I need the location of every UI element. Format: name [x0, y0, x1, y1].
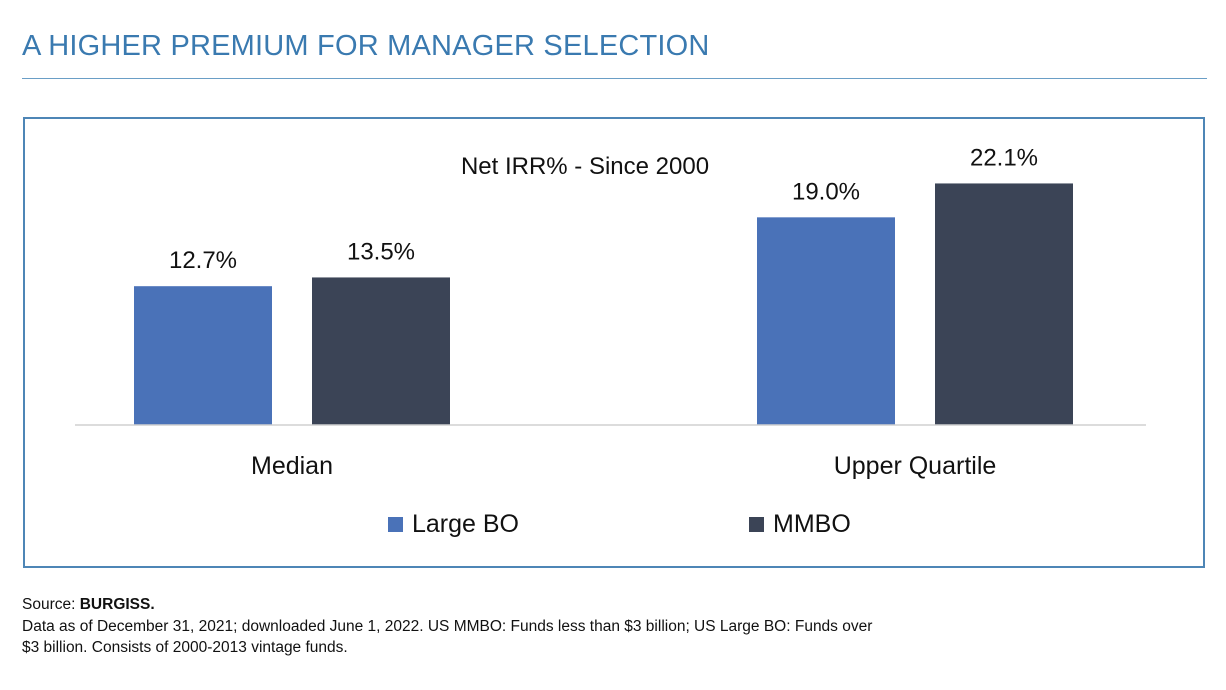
source-label: Source:: [22, 596, 80, 613]
category-label-median: Median: [251, 452, 333, 480]
heading-divider: [22, 78, 1207, 79]
source-name: BURGISS.: [79, 596, 155, 613]
source-note-line-1: Data as of December 31, 2021; downloaded…: [22, 617, 873, 635]
data-label-large-bo-median: 12.7%: [169, 247, 237, 274]
source-note: Source: BURGISS. Data as of December 31,…: [22, 594, 872, 659]
bar-mmbo-upper-quartile: [935, 183, 1073, 425]
data-label-large-bo-upper-quartile: 19.0%: [792, 178, 860, 205]
legend-item-large-bo: Large BO: [388, 510, 519, 539]
legend-label-large-bo: Large BO: [412, 510, 520, 538]
bar-large-bo-median: [134, 286, 272, 425]
legend-swatch-mmbo: [749, 517, 764, 532]
chart-title: Net IRR% - Since 2000: [461, 153, 709, 180]
legend-item-mmbo: MMBO: [749, 510, 851, 539]
chart-frame: [23, 117, 1205, 568]
bar-mmbo-median: [312, 277, 450, 425]
page-heading: A HIGHER PREMIUM FOR MANAGER SELECTION: [22, 30, 710, 62]
legend-label-mmbo: MMBO: [773, 510, 851, 538]
data-label-mmbo-median: 13.5%: [347, 238, 415, 265]
source-line: Source: BURGISS.: [22, 594, 872, 616]
source-note-line-2: $3 billion. Consists of 2000-2013 vintag…: [22, 639, 348, 656]
category-label-upper-quartile: Upper Quartile: [834, 452, 997, 480]
legend-swatch-large-bo: [388, 517, 403, 532]
bar-large-bo-upper-quartile: [757, 217, 895, 425]
data-label-mmbo-upper-quartile: 22.1%: [970, 144, 1038, 171]
